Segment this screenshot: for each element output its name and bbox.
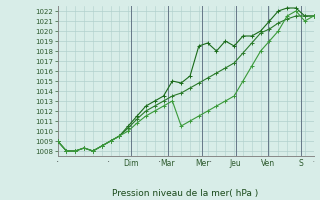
Text: Mar: Mar bbox=[160, 160, 175, 168]
Text: Mer: Mer bbox=[195, 160, 210, 168]
Text: Jeu: Jeu bbox=[230, 160, 241, 168]
Text: Ven: Ven bbox=[260, 160, 275, 168]
Text: Dim: Dim bbox=[123, 160, 138, 168]
Text: Pression niveau de la mer( hPa ): Pression niveau de la mer( hPa ) bbox=[112, 189, 259, 198]
Text: S: S bbox=[299, 160, 303, 168]
